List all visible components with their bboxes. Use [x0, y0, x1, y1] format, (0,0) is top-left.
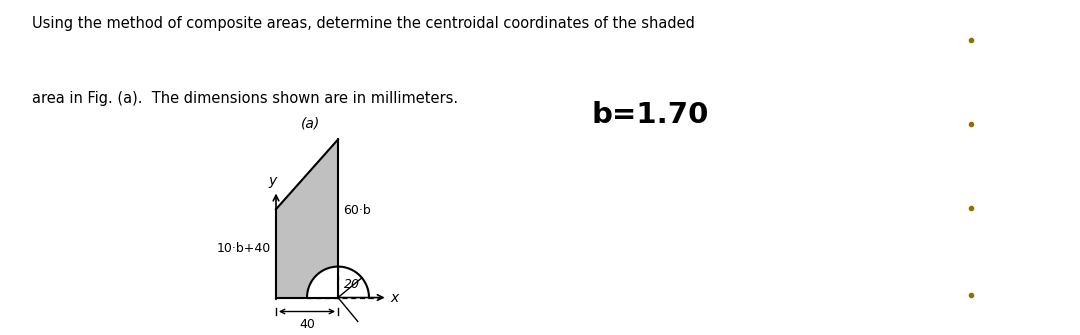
Text: b=1.70: b=1.70 [592, 101, 708, 129]
Text: 20: 20 [345, 278, 361, 291]
Polygon shape [307, 267, 369, 297]
Text: (a): (a) [300, 116, 320, 130]
Text: Using the method of composite areas, determine the centroidal coordinates of the: Using the method of composite areas, det… [31, 16, 694, 31]
Polygon shape [276, 139, 338, 297]
Text: 60·b: 60·b [342, 204, 370, 217]
Text: 10·b+40: 10·b+40 [217, 243, 271, 256]
Text: y: y [269, 174, 278, 188]
Text: area in Fig. (a).  The dimensions shown are in millimeters.: area in Fig. (a). The dimensions shown a… [31, 91, 458, 106]
Text: 40: 40 [299, 318, 315, 331]
Text: x: x [391, 290, 399, 305]
